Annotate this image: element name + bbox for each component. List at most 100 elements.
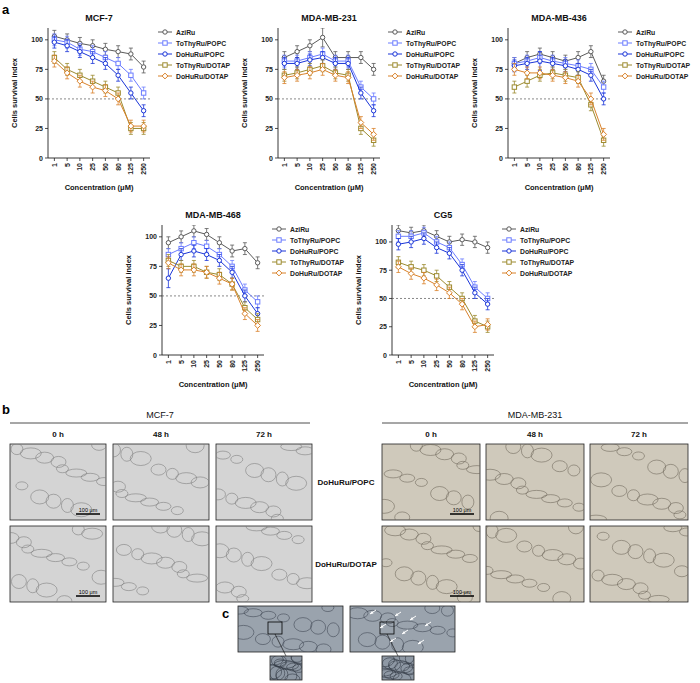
cell-outline xyxy=(533,545,545,556)
arrow-head xyxy=(418,641,422,644)
marker-circle xyxy=(163,30,167,34)
error-cap xyxy=(179,242,183,243)
marker-circle xyxy=(333,61,337,65)
marker-circle xyxy=(393,30,397,34)
series-line xyxy=(54,36,143,67)
error-cap xyxy=(179,275,183,276)
error-cap xyxy=(396,272,400,273)
error-cap xyxy=(486,292,490,293)
error-cap xyxy=(460,258,464,259)
error-cap xyxy=(142,134,146,135)
error-cap xyxy=(576,71,580,72)
error-cap xyxy=(460,292,464,293)
cell-outline xyxy=(286,476,307,490)
marker-square xyxy=(422,268,426,272)
error-cap xyxy=(179,260,183,261)
error-bar xyxy=(346,69,350,81)
legend-label: AziRu xyxy=(290,226,309,233)
error-cap xyxy=(589,63,593,64)
arrow-head xyxy=(402,631,406,634)
cell-outline xyxy=(617,579,635,590)
error-cap xyxy=(359,63,363,64)
cell-outline xyxy=(511,478,526,489)
error-bar xyxy=(129,123,133,135)
series-line xyxy=(398,267,487,327)
cells xyxy=(350,606,455,652)
x-tick xyxy=(335,158,336,161)
micrograph xyxy=(210,443,314,523)
marker-square xyxy=(525,79,529,83)
error-cap xyxy=(256,256,260,257)
error-bar xyxy=(359,52,363,64)
error-cap xyxy=(192,236,196,237)
micrograph-frame xyxy=(10,444,106,520)
cell-outline xyxy=(130,452,151,466)
error-cap xyxy=(473,236,477,237)
marker-circle xyxy=(217,241,221,245)
cell-outline xyxy=(648,595,669,602)
error-cap xyxy=(409,261,413,262)
error-bar xyxy=(576,72,580,84)
error-cap xyxy=(602,93,606,94)
error-bar xyxy=(52,55,56,67)
error-cap xyxy=(282,69,286,70)
scale-bar xyxy=(450,513,474,515)
cell-outline xyxy=(601,444,619,451)
error-cap xyxy=(333,67,337,68)
legend-label: AziRu xyxy=(520,226,539,233)
cell-outline xyxy=(186,444,204,453)
error-bar xyxy=(142,105,146,117)
error-cap xyxy=(282,83,286,84)
y-tick-label: 50 xyxy=(35,95,43,102)
cell-outline xyxy=(553,592,571,602)
error-cap xyxy=(282,55,286,56)
marker-circle xyxy=(116,73,120,77)
marker-diamond xyxy=(601,131,607,137)
error-cap xyxy=(116,69,120,70)
error-cap xyxy=(589,69,593,70)
error-bar xyxy=(295,69,299,81)
cell-outline xyxy=(364,610,382,621)
error-bar xyxy=(192,264,196,276)
marker-circle xyxy=(359,55,363,59)
marker-diamond xyxy=(392,73,398,79)
error-cap xyxy=(166,256,170,257)
series-line xyxy=(284,66,373,140)
error-bar xyxy=(589,93,593,105)
arrow xyxy=(380,624,386,628)
cell-outline xyxy=(251,557,272,571)
cell-outline xyxy=(538,583,550,591)
error-cap xyxy=(435,270,439,271)
legend: AziRuToThyRu/POPCDoHuRu/POPCToThyRu/DOTA… xyxy=(158,29,231,80)
error-cap xyxy=(447,241,451,242)
cell-outline xyxy=(272,636,284,647)
x-tick xyxy=(92,158,93,161)
marker-square xyxy=(204,244,208,248)
marker-circle xyxy=(217,258,221,262)
arrow-head xyxy=(370,611,374,614)
marker-diamond xyxy=(276,270,282,276)
cell-outline xyxy=(16,537,31,548)
error-cap xyxy=(333,67,337,68)
marker-square xyxy=(507,260,511,264)
error-cap xyxy=(217,248,221,249)
error-bar xyxy=(116,58,120,70)
error-bar xyxy=(486,242,490,253)
cell-outline xyxy=(416,533,431,544)
error-cap xyxy=(409,267,413,268)
error-cap xyxy=(179,242,183,243)
cell-outline xyxy=(11,444,23,455)
x-tick-label: 10 xyxy=(420,360,427,368)
error-bar xyxy=(205,249,209,261)
cell-outline xyxy=(431,487,449,501)
x-tick-label: 25 xyxy=(549,163,556,171)
error-cap xyxy=(486,330,490,331)
error-cap xyxy=(91,81,95,82)
error-bar xyxy=(243,243,247,255)
error-cap xyxy=(217,268,221,269)
error-cap xyxy=(346,55,350,56)
cell-outline xyxy=(231,586,246,597)
marker-circle xyxy=(473,291,477,295)
error-bar xyxy=(538,69,542,81)
micrograph xyxy=(106,519,213,602)
